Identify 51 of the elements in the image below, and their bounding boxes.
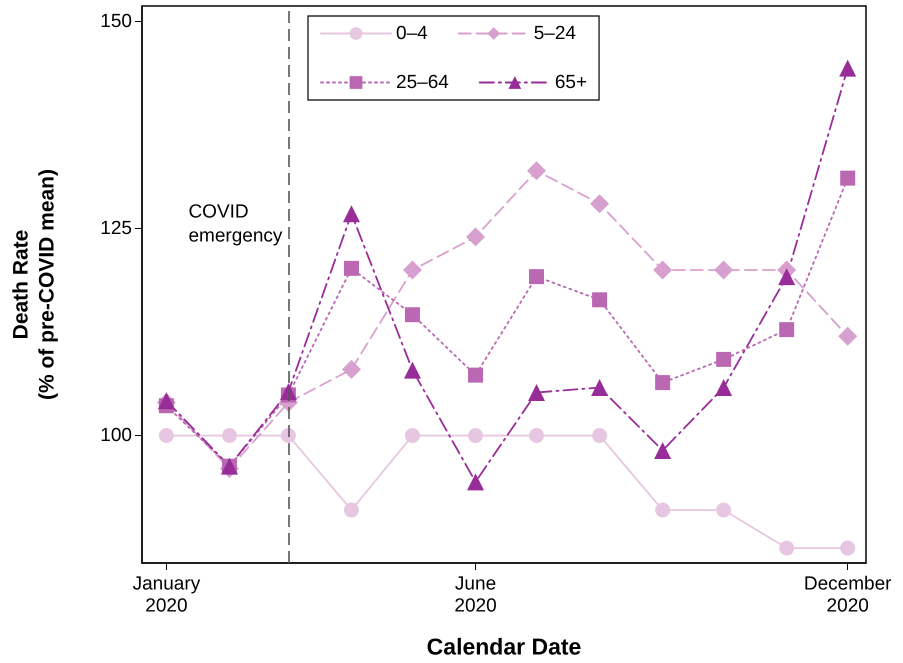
- point: [653, 260, 672, 280]
- legend-label: 25–64: [396, 72, 450, 93]
- point: [467, 473, 484, 490]
- legend-label: 5–24: [534, 23, 576, 44]
- legend-label: 65+: [554, 72, 588, 93]
- point: [592, 428, 608, 444]
- point: [344, 502, 359, 518]
- point: [840, 540, 856, 556]
- x-axis-title: Calendar Date: [426, 634, 582, 660]
- x-tick-label: December 2020: [804, 574, 892, 616]
- point: [342, 360, 361, 379]
- point: [779, 540, 794, 556]
- point: [468, 428, 484, 444]
- point: [342, 205, 360, 222]
- point: [839, 60, 856, 77]
- y-tick-label: 100: [100, 425, 132, 446]
- point: [715, 379, 732, 396]
- point: [779, 322, 794, 338]
- point: [592, 292, 608, 308]
- x-tick-label: June 2020: [454, 574, 497, 616]
- point: [716, 502, 732, 518]
- y-tick-label: 125: [100, 218, 132, 240]
- point: [840, 170, 856, 186]
- point: [528, 384, 546, 402]
- point: [654, 442, 672, 459]
- point: [527, 161, 546, 180]
- point: [529, 269, 544, 284]
- point: [158, 392, 175, 410]
- point: [468, 368, 484, 383]
- point: [778, 268, 796, 286]
- point: [590, 194, 610, 214]
- y-axis-title: Death Rate (% of pre-COVID mean): [10, 168, 58, 400]
- point: [222, 428, 237, 444]
- point: [402, 260, 422, 280]
- point: [404, 362, 421, 379]
- point: [714, 260, 734, 280]
- point: [405, 428, 420, 444]
- point: [529, 428, 544, 444]
- x-tick-label: January 2020: [132, 574, 201, 616]
- point: [404, 307, 420, 322]
- ref-line-label: COVID emergency: [188, 202, 283, 246]
- point: [344, 260, 359, 276]
- point: [466, 227, 486, 246]
- point: [655, 375, 670, 390]
- y-tick-label: 150: [100, 11, 132, 32]
- point: [716, 352, 732, 367]
- legend-label: 0–4: [396, 23, 428, 44]
- point: [591, 379, 608, 396]
- point: [655, 502, 670, 518]
- point: [158, 428, 174, 444]
- point: [838, 326, 858, 346]
